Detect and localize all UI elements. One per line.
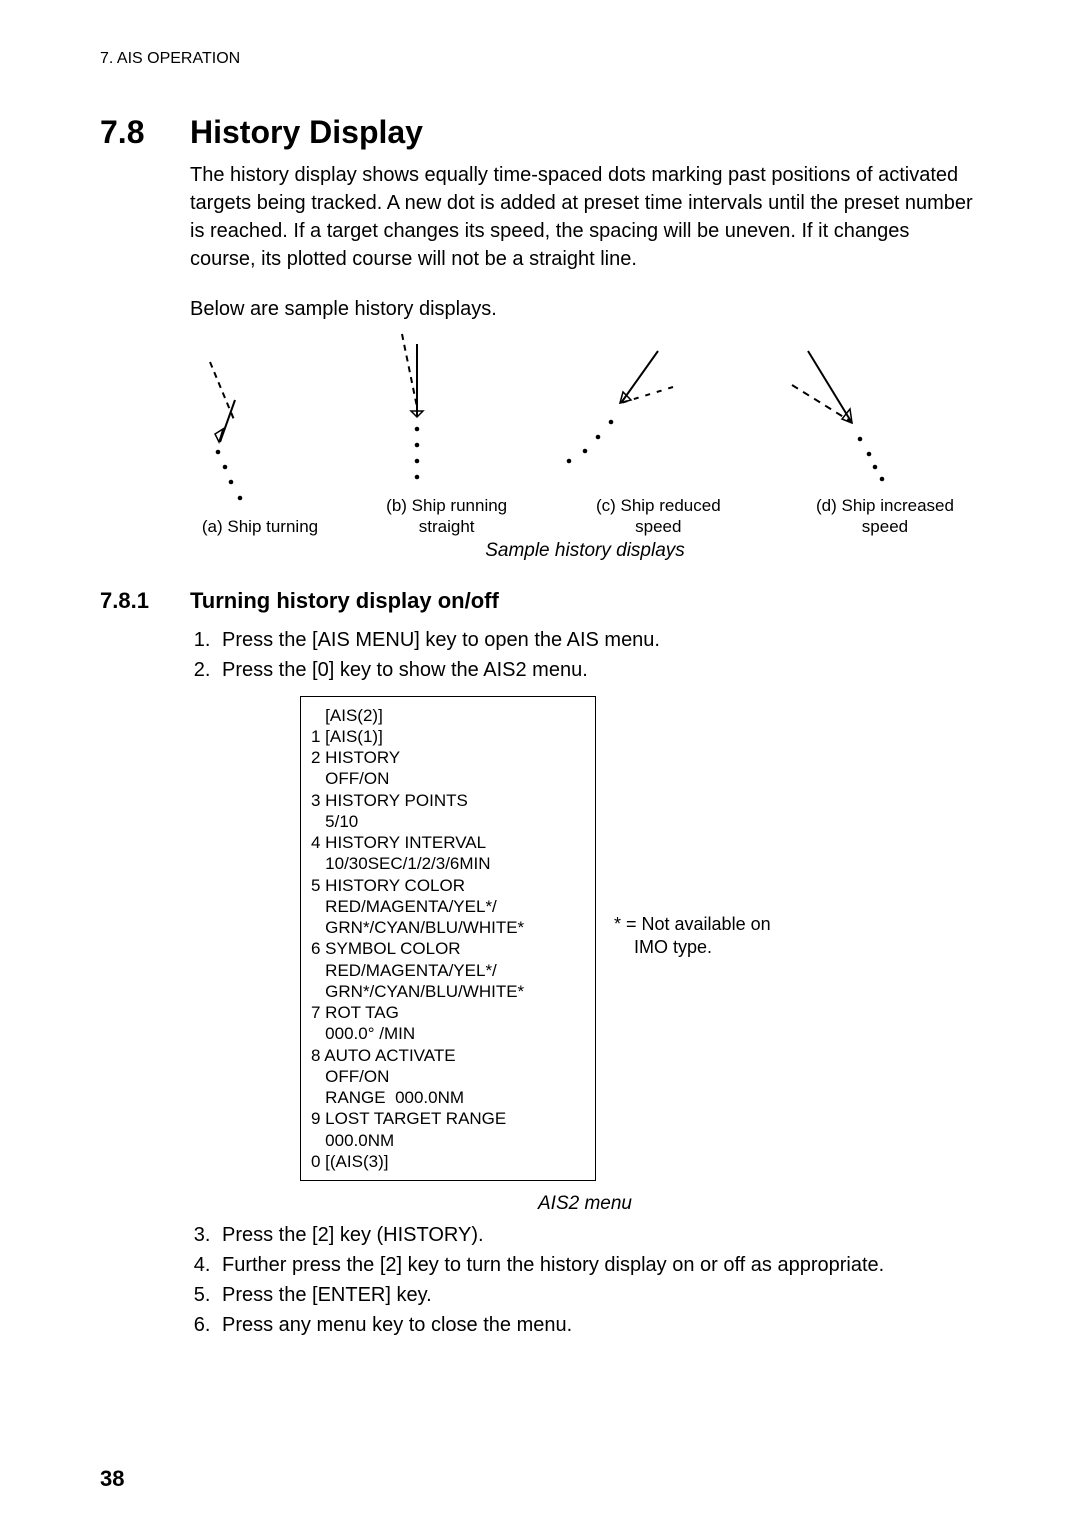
- figure-caption: Sample history displays: [190, 540, 980, 562]
- section-title: History Display: [190, 114, 423, 151]
- figure-label-c-line2: speed: [635, 517, 681, 536]
- diagram-ship-straight: [367, 329, 467, 489]
- step-5: Press the [ENTER] key.: [216, 1281, 980, 1309]
- section-paragraph-2: Below are sample history displays.: [190, 295, 980, 323]
- menu-footnote-line1: * = Not available on: [614, 914, 771, 934]
- figure-label-a-line1: (a) Ship turning: [202, 517, 318, 536]
- page: 7. AIS OPERATION 7.8 History Display The…: [0, 0, 1080, 1528]
- sample-history-figure: (a) Ship turning (b) Ship running straig…: [190, 329, 980, 562]
- figure-panel-c: (c) Ship reduced speed: [563, 329, 753, 538]
- ais2-menu-box: [AIS(2)] 1 [AIS(1)] 2 HISTORY OFF/ON 3 H…: [300, 696, 596, 1182]
- section-paragraph-1: The history display shows equally time-s…: [190, 161, 980, 273]
- subsection-body: Press the [AIS MENU] key to open the AIS…: [190, 626, 980, 1340]
- figure-label-d-line1: (d) Ship increased: [816, 496, 954, 515]
- step-4: Further press the [2] key to turn the hi…: [216, 1251, 980, 1279]
- menu-footnote: * = Not available on IMO type.: [614, 913, 771, 960]
- steps-list-top: Press the [AIS MENU] key to open the AIS…: [190, 626, 980, 684]
- step-6: Press any menu key to close the menu.: [216, 1311, 980, 1339]
- figure-label-c-line1: (c) Ship reduced: [596, 496, 721, 515]
- figure-panel-d: (d) Ship increased speed: [790, 329, 980, 538]
- step-3: Press the [2] key (HISTORY).: [216, 1221, 980, 1249]
- figure-label-d-line2: speed: [862, 517, 908, 536]
- page-header: 7. AIS OPERATION: [100, 50, 980, 68]
- figure-label-a: (a) Ship turning: [190, 516, 330, 537]
- section-body: The history display shows equally time-s…: [190, 161, 980, 562]
- figure-label-c: (c) Ship reduced speed: [563, 495, 753, 538]
- subsection-number: 7.8.1: [100, 588, 190, 614]
- step-1: Press the [AIS MENU] key to open the AIS…: [216, 626, 980, 654]
- diagram-ship-increased-speed: [790, 329, 900, 489]
- figure-panel-a: (a) Ship turning: [190, 350, 330, 537]
- section-heading: 7.8 History Display: [100, 114, 980, 151]
- page-number: 38: [100, 1466, 124, 1492]
- diagram-ship-reduced-speed: [563, 329, 683, 489]
- step-2: Press the [0] key to show the AIS2 menu.: [216, 656, 980, 684]
- figure-label-b-line1: (b) Ship running: [386, 496, 507, 515]
- menu-caption: AIS2 menu: [190, 1193, 980, 1215]
- steps-list-bottom: Press the [2] key (HISTORY). Further pre…: [190, 1221, 980, 1339]
- figure-label-d: (d) Ship increased speed: [790, 495, 980, 538]
- menu-footnote-line2: IMO type.: [614, 937, 712, 957]
- menu-block: [AIS(2)] 1 [AIS(1)] 2 HISTORY OFF/ON 3 H…: [190, 686, 980, 1188]
- figure-panel-b: (b) Ship running straight: [367, 329, 527, 538]
- section-number: 7.8: [100, 114, 190, 151]
- diagram-ship-turning: [190, 350, 290, 510]
- figure-row: (a) Ship turning (b) Ship running straig…: [190, 329, 980, 538]
- figure-label-b: (b) Ship running straight: [367, 495, 527, 538]
- subsection-title: Turning history display on/off: [190, 588, 499, 614]
- subsection-heading: 7.8.1 Turning history display on/off: [100, 588, 980, 614]
- figure-label-b-line2: straight: [419, 517, 475, 536]
